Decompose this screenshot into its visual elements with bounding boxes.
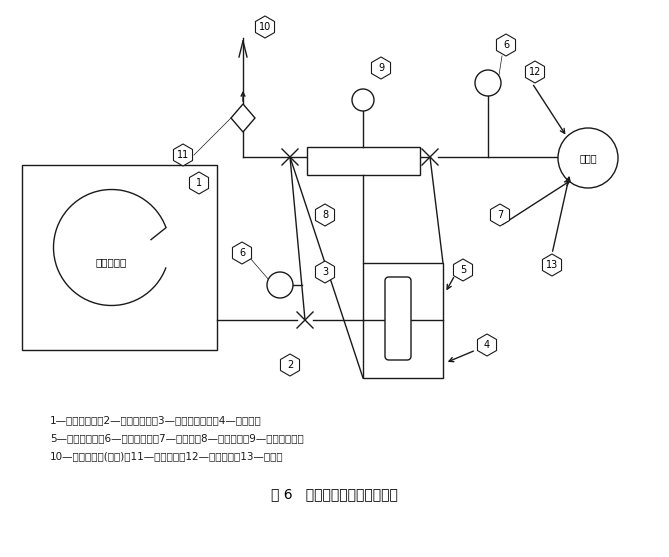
Bar <box>22 165 217 350</box>
Polygon shape <box>231 104 255 132</box>
Text: 4: 4 <box>484 340 490 350</box>
Text: 3: 3 <box>322 267 328 277</box>
Text: 真空泵: 真空泵 <box>579 153 597 163</box>
Circle shape <box>475 70 501 96</box>
Text: 6: 6 <box>503 40 509 50</box>
Polygon shape <box>316 261 334 283</box>
Text: 1—调温调湿箱；2—不锈钢阀门；3—铜或不锈钢管；4—冷冻槽；: 1—调温调湿箱；2—不锈钢阀门；3—铜或不锈钢管；4—冷冻槽； <box>50 415 262 425</box>
Text: 10: 10 <box>259 22 271 32</box>
Polygon shape <box>173 144 193 166</box>
Text: 5: 5 <box>460 265 466 275</box>
Bar <box>363 263 443 378</box>
FancyBboxPatch shape <box>385 277 411 360</box>
Text: 12: 12 <box>529 67 541 77</box>
Text: 6: 6 <box>239 248 245 258</box>
Text: 2: 2 <box>287 360 293 370</box>
Text: 1: 1 <box>196 178 202 188</box>
Text: 8: 8 <box>322 210 328 220</box>
Polygon shape <box>256 16 274 38</box>
Circle shape <box>558 128 618 188</box>
Text: 11: 11 <box>177 150 189 160</box>
Text: 7: 7 <box>497 210 503 220</box>
Text: 10—除湿干燥器(硅胶)；11—速开阀门；12—真空阀门；13—真空泵: 10—除湿干燥器(硅胶)；11—速开阀门；12—真空阀门；13—真空泵 <box>50 451 284 461</box>
Text: 9: 9 <box>378 63 384 73</box>
Circle shape <box>267 272 293 298</box>
Polygon shape <box>316 204 334 226</box>
Bar <box>307 147 420 175</box>
Polygon shape <box>189 172 209 194</box>
Polygon shape <box>280 354 300 376</box>
Polygon shape <box>454 259 472 281</box>
Polygon shape <box>371 57 391 79</box>
Text: 图 6   水渗透性试验装置示意图: 图 6 水渗透性试验装置示意图 <box>270 487 397 501</box>
Polygon shape <box>478 334 496 356</box>
Polygon shape <box>496 34 516 56</box>
Polygon shape <box>232 242 252 264</box>
Text: 13: 13 <box>546 260 558 270</box>
Text: 软管组合件: 软管组合件 <box>96 257 127 267</box>
Polygon shape <box>490 204 510 226</box>
Polygon shape <box>525 61 545 83</box>
Circle shape <box>352 89 374 111</box>
Text: 5—玻璃真空管；6—真空压力表；7—真空管；8—真空导管；9—不锈钢阀门；: 5—玻璃真空管；6—真空压力表；7—真空管；8—真空导管；9—不锈钢阀门； <box>50 433 304 443</box>
Polygon shape <box>543 254 561 276</box>
